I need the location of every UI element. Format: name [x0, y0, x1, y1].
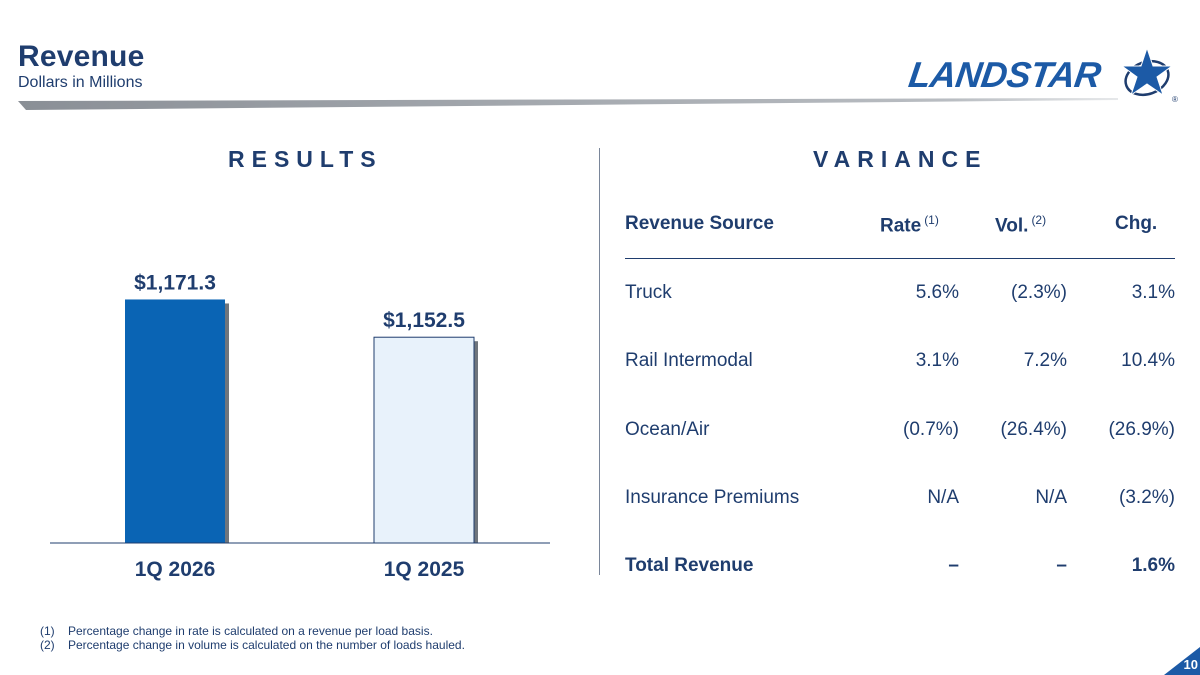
row-label: Insurance Premiums [625, 487, 800, 508]
rate-label: Rate [880, 215, 922, 237]
footnote-number: (1) [40, 624, 55, 638]
section-divider [599, 148, 600, 575]
footnote-text: Percentage change in rate is calculated … [68, 624, 433, 638]
vol-label: Vol. [995, 215, 1029, 237]
table-row-insurance-premiums: Insurance Premiums N/A N/A (3.2%) [625, 487, 1175, 517]
footnote-2: (2) Percentage change in volume is calcu… [40, 638, 465, 652]
table-row-truck: Truck 5.6% (2.3%) 3.1% [625, 282, 1175, 312]
x-tick-label: 1Q 2026 [135, 558, 216, 581]
bar-data-label: $1,152.5 [383, 309, 465, 332]
row-label: Total Revenue [625, 555, 754, 576]
header-rule [18, 98, 1118, 110]
row-label: Rail Intermodal [625, 350, 753, 371]
rate-value: – [948, 555, 959, 576]
revenue-bar-chart: $1,171.3 1Q 2026 $1,152.5 1Q 2025 [50, 271, 550, 581]
column-header-volume: Vol. (2) [995, 213, 1046, 237]
rate-footnote-ref: (1) [924, 213, 939, 227]
vol-value: 7.2% [1023, 350, 1067, 371]
results-title: RESULTS [228, 146, 383, 172]
chg-value: 10.4% [1121, 350, 1175, 371]
column-header-revenue-source: Revenue Source [625, 213, 774, 234]
footnote-number: (2) [40, 638, 55, 652]
column-header-change: Chg. [1115, 213, 1158, 234]
table-row-total-revenue: Total Revenue – – 1.6% [625, 555, 1175, 585]
page-subtitle: Dollars in Millions [18, 74, 143, 91]
footnotes: (1) Percentage change in rate is calcula… [40, 624, 465, 652]
rate-value: (0.7%) [903, 419, 959, 440]
rate-value: 3.1% [915, 350, 959, 371]
row-label: Truck [625, 282, 672, 303]
bar-data-label: $1,171.3 [134, 271, 216, 294]
bar-1q-2025 [373, 336, 475, 544]
variance-title: VARIANCE [813, 146, 988, 172]
chg-value: 1.6% [1131, 555, 1175, 576]
x-tick-label: 1Q 2025 [384, 558, 465, 581]
table-row-rail-intermodal: Rail Intermodal 3.1% 7.2% 10.4% [625, 350, 1175, 380]
vol-value: N/A [1035, 487, 1067, 508]
chg-value: (3.2%) [1119, 487, 1175, 508]
registered-mark: ® [1172, 95, 1178, 104]
column-header-rate: Rate (1) [880, 213, 939, 237]
chg-value: (26.9%) [1108, 419, 1175, 440]
logo-wordmark: LANDSTAR [906, 54, 1104, 95]
footnote-1: (1) Percentage change in rate is calcula… [40, 624, 465, 638]
landstar-logo: LANDSTAR ® [905, 44, 1180, 104]
table-row-ocean-air: Ocean/Air (0.7%) (26.4%) (26.9%) [625, 419, 1175, 449]
table-header-rule [625, 258, 1175, 259]
vol-footnote-ref: (2) [1031, 213, 1047, 227]
vol-value: (2.3%) [1011, 282, 1067, 303]
footnote-text: Percentage change in volume is calculate… [68, 638, 465, 652]
page-title: Revenue [18, 40, 145, 73]
bar-1q-2026 [125, 299, 225, 543]
page-number-badge: 10 [1164, 647, 1200, 675]
row-label: Ocean/Air [625, 419, 710, 440]
chg-value: 3.1% [1131, 282, 1175, 303]
vol-value: (26.4%) [1000, 419, 1067, 440]
vol-value: – [1056, 555, 1067, 576]
rate-value: 5.6% [915, 282, 959, 303]
page-number: 10 [1183, 657, 1198, 672]
star-logo-icon: ® [1120, 46, 1178, 104]
rate-value: N/A [927, 487, 959, 508]
